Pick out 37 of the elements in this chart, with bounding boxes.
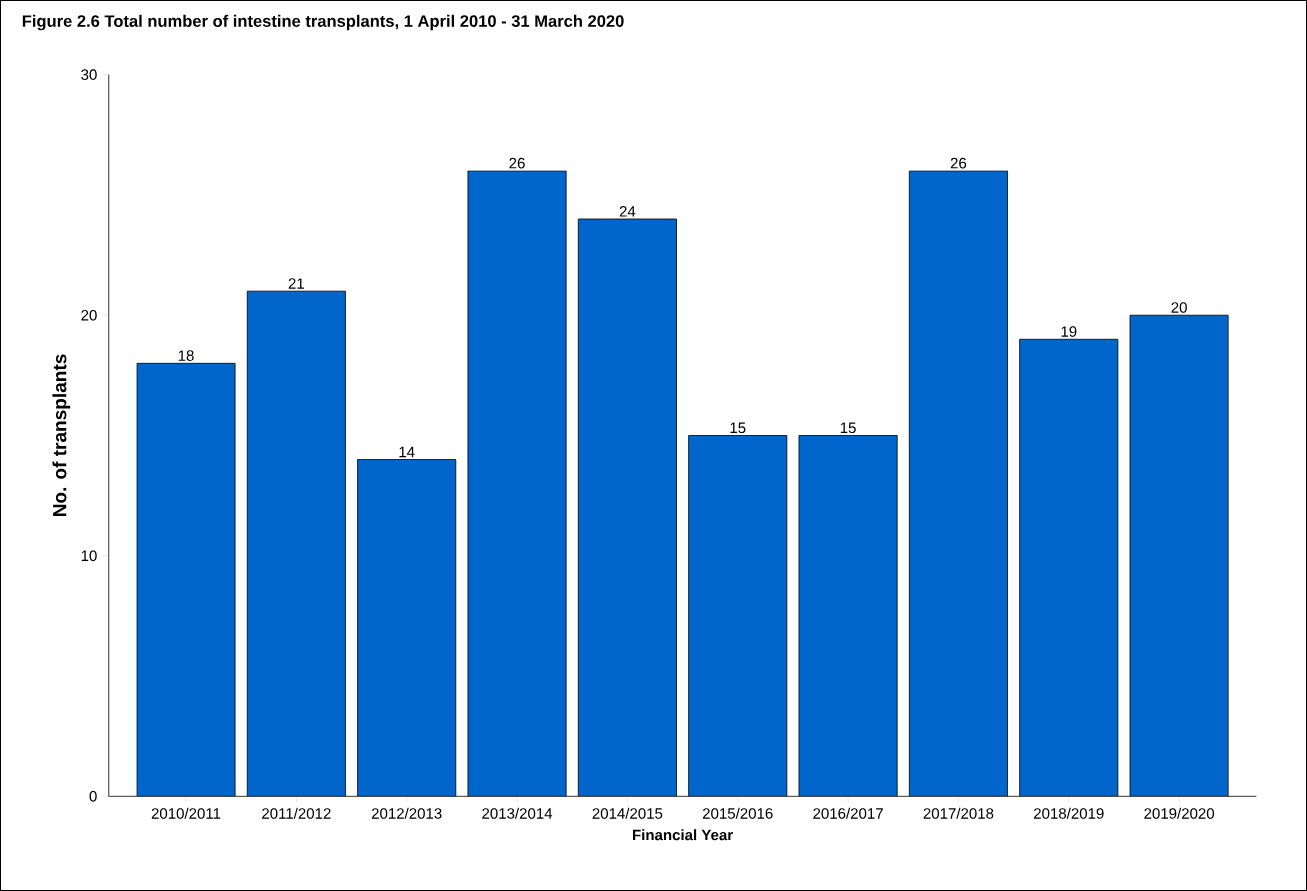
x-tick-label: 2011/2012 bbox=[262, 807, 331, 819]
data-label: 15 bbox=[840, 422, 856, 434]
data-label: 18 bbox=[178, 350, 194, 361]
x-tick-label: 2012/2013 bbox=[371, 807, 442, 819]
x-tick-label: 2015/2016 bbox=[702, 807, 773, 819]
y-tick-label: 0 bbox=[89, 790, 97, 802]
y-tick-label: 10 bbox=[81, 550, 97, 562]
y-tick-label: 30 bbox=[81, 69, 97, 80]
x-axis-title: Financial Year bbox=[633, 829, 733, 841]
data-label: 26 bbox=[950, 157, 967, 169]
y-tick-label: 20 bbox=[81, 309, 97, 321]
bar bbox=[688, 435, 788, 797]
bar bbox=[1129, 314, 1229, 797]
x-tick-label: 2013/2014 bbox=[482, 807, 553, 819]
x-tick-label: 2014/2015 bbox=[592, 807, 663, 819]
data-label: 15 bbox=[730, 422, 746, 434]
x-tick-label: 2016/2017 bbox=[813, 807, 883, 819]
data-label: 19 bbox=[1061, 326, 1077, 337]
bar bbox=[798, 435, 898, 797]
bar bbox=[246, 290, 346, 797]
bar bbox=[136, 362, 236, 797]
x-tick-label: 2018/2019 bbox=[1033, 807, 1104, 819]
x-tick-label: 2017/2018 bbox=[923, 807, 994, 819]
bar bbox=[467, 170, 567, 797]
bar bbox=[1019, 338, 1119, 797]
data-label: 20 bbox=[1171, 302, 1187, 313]
y-axis-title: No. of transplants bbox=[52, 354, 71, 517]
data-label: 24 bbox=[619, 206, 636, 217]
data-label: 26 bbox=[509, 157, 525, 169]
data-label: 21 bbox=[288, 278, 304, 289]
bar bbox=[577, 218, 677, 797]
bar bbox=[908, 170, 1008, 797]
x-tick-label: 2019/2020 bbox=[1144, 807, 1215, 819]
data-label: 14 bbox=[399, 446, 415, 458]
bar bbox=[357, 459, 457, 797]
x-tick-label: 2010/2011 bbox=[151, 807, 221, 819]
chart-title: Figure 2.6 Total number of intestine transplants, 1 April 2010 - 31 March 2020 bbox=[22, 14, 624, 31]
